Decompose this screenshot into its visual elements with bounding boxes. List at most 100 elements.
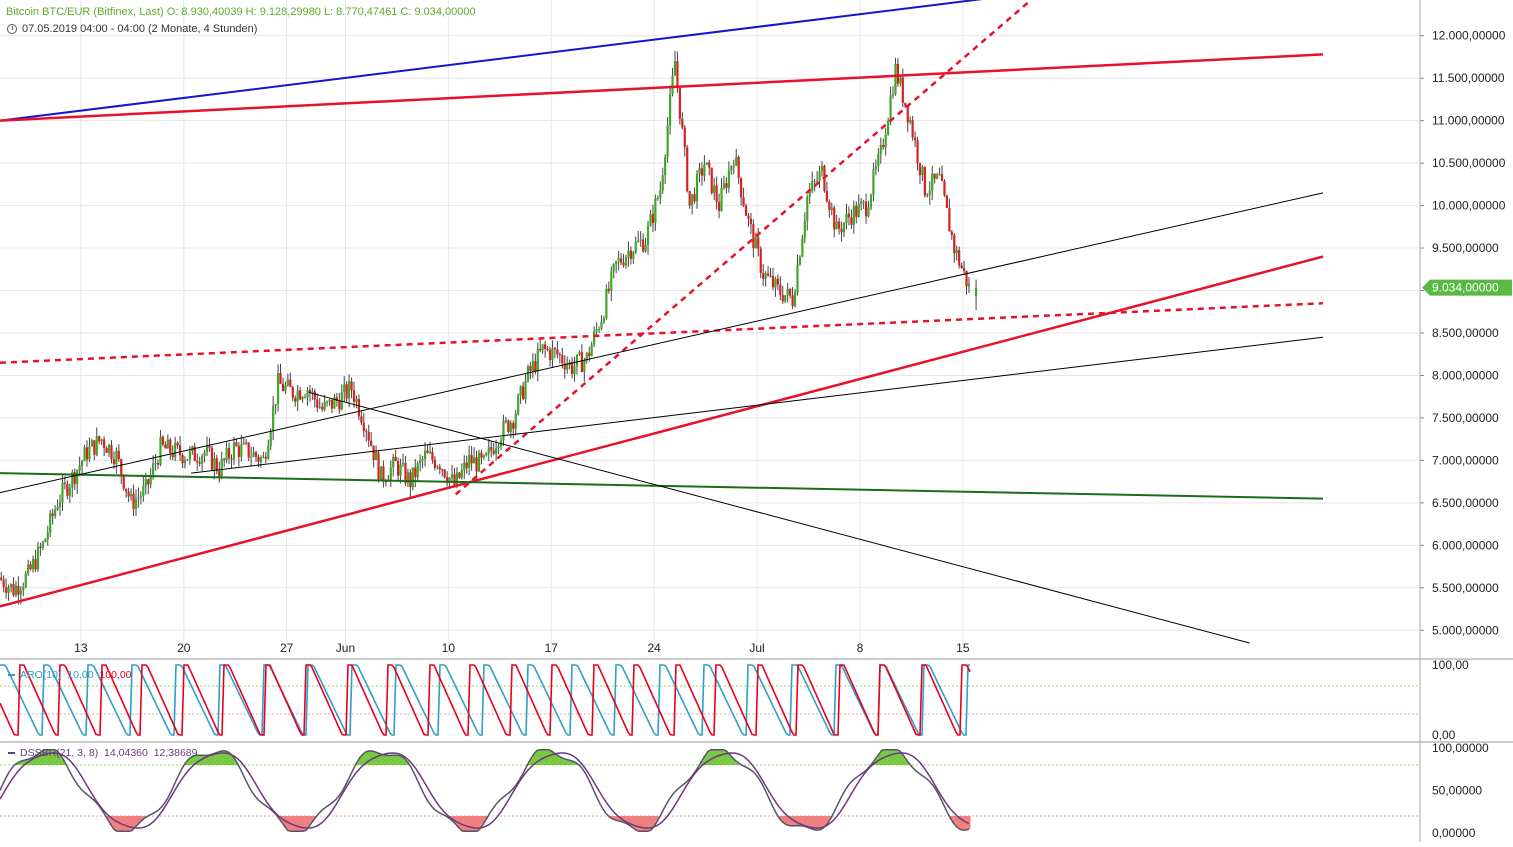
candle-body: [838, 221, 841, 229]
candle-body: [161, 436, 165, 445]
candle-body: [117, 450, 120, 460]
y-tick-label: 7.500,00000: [1432, 411, 1499, 425]
candle-body: [443, 469, 446, 478]
candle-body: [281, 383, 285, 391]
candle-body: [889, 95, 892, 121]
candle-body: [688, 190, 691, 206]
candle-body: [722, 183, 726, 188]
candle-body: [22, 586, 25, 591]
candle-body: [583, 360, 586, 373]
candle-body: [681, 118, 684, 128]
candle-body: [693, 194, 696, 202]
candle-body: [539, 348, 542, 351]
candle-body: [894, 63, 897, 95]
aro-legend[interactable]: ARO(10) 10,00 100,00: [8, 669, 132, 681]
y-tick-label: 11.000,00000: [1432, 114, 1505, 128]
candle-body: [744, 205, 748, 216]
candle-body: [36, 546, 40, 570]
candle-body: [223, 458, 226, 460]
candle-body: [732, 165, 735, 167]
candle-body: [779, 284, 782, 295]
candle-body: [193, 446, 196, 461]
candle-body: [605, 288, 608, 318]
candle-body: [678, 86, 681, 119]
candle-body: [431, 451, 434, 460]
candle-body: [490, 447, 493, 451]
candle-body: [404, 462, 407, 484]
candle-body: [906, 106, 909, 123]
y-tick-label: 11.500,00000: [1432, 71, 1505, 85]
y-tick-label: 7.000,00000: [1432, 453, 1499, 467]
candle-body: [791, 295, 794, 307]
candle-body: [257, 456, 260, 462]
candle-body: [666, 125, 669, 157]
trendline: [0, 0, 983, 122]
candle-body: [509, 423, 512, 432]
candle-body: [811, 181, 814, 191]
candle-body: [421, 459, 424, 461]
y-tick-label: 5.500,00000: [1432, 581, 1499, 595]
candle-body: [517, 395, 520, 415]
candle-body: [17, 585, 20, 595]
candle-body: [544, 344, 547, 349]
candle-body: [480, 452, 483, 458]
candle-body: [497, 445, 500, 448]
candle-body: [218, 470, 221, 477]
candle-body: [938, 174, 941, 176]
candle-body: [749, 218, 753, 225]
candle-body: [573, 366, 576, 375]
candle-body: [227, 448, 231, 459]
candle-body: [5, 587, 8, 593]
dss-tick-label: 0,00000: [1432, 826, 1476, 840]
candle-body: [296, 390, 299, 402]
candle-body: [183, 460, 187, 464]
y-tick-label: 12.000,00000: [1432, 29, 1506, 43]
candle-body: [857, 203, 860, 217]
candle-body: [159, 436, 162, 465]
candle-body: [46, 532, 49, 540]
dssbr-legend[interactable]: DSSBR(21, 3, 8) 14,04360 12,38689: [8, 747, 197, 759]
candle-body: [896, 63, 900, 84]
candle-body: [188, 450, 191, 460]
candle-body: [401, 462, 405, 465]
candle-body: [845, 213, 848, 223]
candle-body: [397, 460, 400, 476]
candle-body: [289, 379, 292, 388]
candle-body: [879, 145, 882, 154]
candle-body: [965, 270, 968, 287]
candle-body: [847, 213, 851, 218]
candle-body: [303, 397, 307, 399]
candle-body: [521, 386, 525, 400]
y-tick-label: 8.500,00000: [1432, 326, 1499, 340]
candle-body: [441, 469, 444, 471]
candle-body: [186, 459, 189, 461]
candle-body: [566, 364, 569, 370]
candle-body: [850, 217, 853, 225]
candle-body: [619, 258, 623, 263]
candle-body: [570, 362, 574, 375]
candle-body: [455, 472, 459, 486]
x-tick-label: 27: [280, 641, 294, 655]
candle-body: [66, 483, 69, 496]
x-tick-label: 17: [545, 641, 559, 655]
candle-body: [561, 354, 564, 364]
candle-body: [786, 288, 789, 296]
candle-body: [507, 420, 510, 432]
candle-body: [683, 127, 686, 148]
instrument-header: Bitcoin BTC/EUR (Bitfinex, Last) O: 8.93…: [6, 6, 476, 18]
candle-body: [960, 265, 963, 269]
candle-body: [475, 457, 478, 472]
candle-body: [414, 467, 417, 478]
candle-body: [536, 348, 539, 372]
candle-body: [201, 456, 204, 464]
candle-body: [634, 241, 637, 253]
candle-body: [56, 506, 59, 510]
candle-body: [904, 102, 907, 107]
candle-body: [276, 373, 280, 405]
y-tick-label: 10.500,00000: [1432, 156, 1506, 170]
candle-body: [54, 509, 57, 516]
candle-body: [950, 231, 953, 235]
candle-body: [818, 171, 821, 181]
candle-body: [438, 466, 441, 470]
